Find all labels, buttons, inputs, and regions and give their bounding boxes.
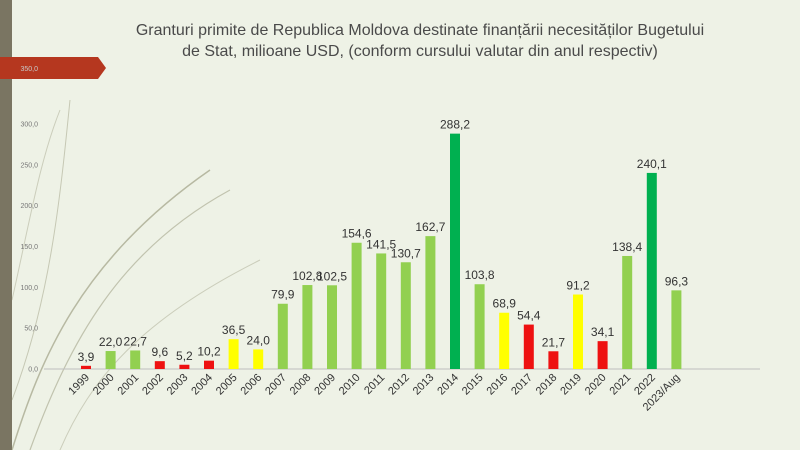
bar-value-label: 288,2 xyxy=(440,118,470,132)
decor-curve-3 xyxy=(11,99,71,401)
y-tick-label: 200,0 xyxy=(20,203,38,210)
bar-2008 xyxy=(302,285,313,369)
x-tick-label: 2000 xyxy=(91,372,117,398)
decor-curve-1 xyxy=(11,169,211,450)
bar-2013 xyxy=(425,236,436,369)
x-tick-label: 2012 xyxy=(386,372,412,398)
decor-curve-2 xyxy=(29,189,231,450)
x-tick-label: 2003 xyxy=(165,372,191,398)
bar-value-label: 22,0 xyxy=(99,335,123,349)
bar-2001 xyxy=(130,350,141,369)
bar-value-label: 5,2 xyxy=(176,349,193,363)
x-tick-label: 2020 xyxy=(583,372,609,398)
x-tick-label: 2008 xyxy=(288,372,314,398)
bar-2009 xyxy=(327,285,337,369)
x-tick-label: 2001 xyxy=(116,372,142,398)
bar-2003 xyxy=(179,364,190,369)
x-tick-label: 2009 xyxy=(312,372,338,398)
x-tick-label: 1999 xyxy=(66,372,92,398)
y-tick-label: 300,0 xyxy=(20,122,38,129)
bar-2004 xyxy=(204,360,214,369)
y-tick-label: 0,0 xyxy=(28,367,38,374)
bar-2014 xyxy=(450,133,460,369)
bar-value-label: 102,8 xyxy=(292,269,322,283)
bar-2005 xyxy=(228,339,239,369)
x-tick-label: 2004 xyxy=(189,372,215,398)
bar-2015 xyxy=(474,284,485,369)
bar-1999 xyxy=(81,365,91,369)
y-tick-label: 150,0 xyxy=(20,244,38,251)
bar-value-label: 24,0 xyxy=(247,333,271,347)
bar-2016 xyxy=(499,312,510,369)
x-tick-label: 2021 xyxy=(608,372,634,398)
bar-value-label: 79,9 xyxy=(271,288,295,302)
y-top-tick-label: 350,0 xyxy=(20,66,38,73)
y-tick-label: 100,0 xyxy=(20,285,38,292)
bar-value-label: 9,6 xyxy=(151,345,168,359)
left-decor-band xyxy=(0,0,12,450)
chart-title: Granturi primite de Republica Moldova de… xyxy=(60,20,780,62)
bars-group xyxy=(81,133,682,369)
x-tick-label: 2010 xyxy=(337,372,363,398)
bar-2011 xyxy=(376,253,387,369)
chart-title-line-1: Granturi primite de Republica Moldova de… xyxy=(135,22,705,39)
bar-2019 xyxy=(573,294,583,369)
x-axis: 1999200020012002200320042005200620072008… xyxy=(66,372,682,414)
x-tick-label: 2005 xyxy=(214,372,240,398)
decor-curve-4 xyxy=(11,109,61,301)
x-tick-label: 2007 xyxy=(263,372,289,398)
x-tick-label: 2016 xyxy=(485,372,511,398)
bar-value-label: 68,9 xyxy=(493,297,517,311)
bar-value-label: 22,7 xyxy=(124,334,148,348)
x-tick-label: 2015 xyxy=(460,372,486,398)
bar-2018 xyxy=(548,351,559,369)
x-tick-label: 2014 xyxy=(435,372,461,398)
chart-title-line-2: de Stat, milioane USD, (conform cursului… xyxy=(182,43,658,60)
x-tick-label: 2018 xyxy=(534,372,560,398)
bar-2000 xyxy=(105,351,116,369)
bar-value-label: 10,2 xyxy=(197,345,221,359)
bar-2002 xyxy=(154,361,165,369)
y-tick-label: 50,0 xyxy=(24,326,38,333)
bar-2006 xyxy=(253,349,264,369)
x-tick-label: 2006 xyxy=(239,372,265,398)
bar-value-label: 162,7 xyxy=(415,220,445,234)
x-tick-label: 2017 xyxy=(509,372,535,398)
bar-2007 xyxy=(277,303,288,369)
bar-value-label: 91,2 xyxy=(566,279,590,293)
bar-2022 xyxy=(646,172,657,369)
bar-value-label: 154,6 xyxy=(342,227,372,241)
bar-2023-Aug xyxy=(671,290,682,369)
x-tick-label: 2011 xyxy=(362,372,387,397)
bar-value-label: 103,8 xyxy=(465,268,495,282)
bar-value-label: 138,4 xyxy=(612,240,642,254)
x-tick-label: 2002 xyxy=(140,372,166,398)
decor-curve-5 xyxy=(59,259,261,450)
red-arrow-banner xyxy=(0,57,106,79)
bar-value-label: 130,7 xyxy=(391,246,421,260)
bar-value-label: 3,9 xyxy=(78,350,95,364)
bar-2010 xyxy=(351,242,362,369)
bar-2021 xyxy=(622,255,633,369)
bar-2020 xyxy=(597,341,608,369)
bar-value-label: 54,4 xyxy=(517,309,541,323)
bar-value-label: 141,5 xyxy=(366,237,396,251)
bar-value-label: 96,3 xyxy=(665,274,689,288)
x-tick-label: 2019 xyxy=(558,372,584,398)
bar-value-label: 240,1 xyxy=(637,157,667,171)
bar-2012 xyxy=(400,262,411,369)
bar-value-label: 36,5 xyxy=(222,323,246,337)
bar-value-label: 102,5 xyxy=(317,269,347,283)
bar-value-label: 21,7 xyxy=(542,335,566,349)
bar-value-label: 34,1 xyxy=(591,325,615,339)
x-tick-label: 2013 xyxy=(411,372,437,398)
y-tick-label: 250,0 xyxy=(20,162,38,169)
bar-labels-group: 3,922,0 22,79,6 5,2 10,236,524,079,9102,810… xyxy=(78,118,689,364)
bar-2017 xyxy=(523,324,534,369)
